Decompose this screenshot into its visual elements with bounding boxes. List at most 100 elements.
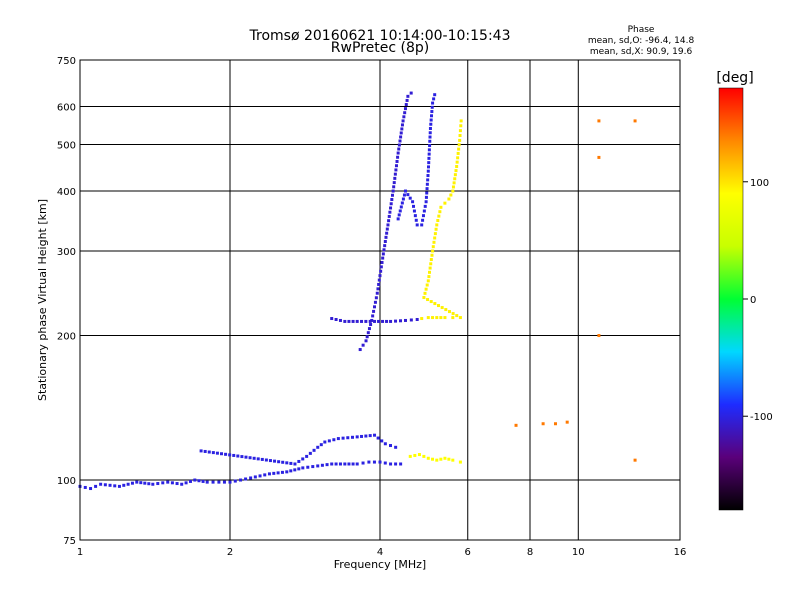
data-point xyxy=(205,480,209,484)
data-point xyxy=(431,316,435,320)
x-tick-label: 6 xyxy=(465,547,471,558)
data-point xyxy=(597,119,601,123)
data-point xyxy=(224,452,228,456)
data-point xyxy=(388,444,392,448)
data-point xyxy=(449,193,453,197)
data-point xyxy=(394,445,398,449)
data-point xyxy=(409,91,413,95)
data-point xyxy=(397,213,401,217)
y-tick-label: 200 xyxy=(57,332,76,343)
data-point xyxy=(428,270,432,274)
data-point xyxy=(458,138,462,142)
data-point xyxy=(355,462,359,466)
data-point xyxy=(385,227,389,231)
data-point xyxy=(406,94,410,98)
data-point xyxy=(330,462,334,466)
data-point xyxy=(457,143,461,147)
data-point xyxy=(430,110,434,114)
data-point xyxy=(346,436,350,440)
data-point xyxy=(447,457,451,461)
data-point xyxy=(454,169,458,173)
y-axis-label: Stationary phase Virtual Height [km] xyxy=(36,199,49,401)
data-point xyxy=(433,232,437,236)
data-point xyxy=(426,279,430,283)
data-point xyxy=(430,114,434,118)
data-point xyxy=(405,98,409,102)
data-point xyxy=(459,119,463,123)
data-point xyxy=(423,204,427,208)
data-point xyxy=(427,275,431,279)
data-point xyxy=(343,319,347,323)
data-point xyxy=(285,461,289,465)
data-point xyxy=(381,252,385,256)
data-point xyxy=(233,479,237,483)
data-point xyxy=(437,214,441,218)
data-point xyxy=(443,316,447,320)
data-point xyxy=(425,283,429,287)
data-point xyxy=(453,177,457,181)
data-point xyxy=(451,316,455,320)
data-point xyxy=(424,195,428,199)
data-point xyxy=(350,435,354,439)
data-point xyxy=(161,481,165,485)
colorbar xyxy=(718,87,744,511)
data-point xyxy=(389,319,393,323)
data-point xyxy=(379,269,383,273)
data-point xyxy=(372,460,376,464)
data-point xyxy=(433,302,437,306)
stats-o-mode: mean, sd,O: -96.4, 14.8 xyxy=(588,36,695,46)
data-point xyxy=(240,455,244,459)
data-point xyxy=(455,314,459,318)
data-point xyxy=(215,451,219,455)
colorbar-label: [deg] xyxy=(716,70,753,86)
stats-x-mode: mean, sd,X: 90.9, 19.6 xyxy=(590,47,693,57)
data-point xyxy=(426,298,430,302)
data-point xyxy=(360,434,364,438)
data-point xyxy=(393,176,397,180)
data-point xyxy=(332,438,336,442)
data-point xyxy=(388,210,392,214)
data-point xyxy=(452,181,456,185)
data-point xyxy=(256,457,260,461)
data-point xyxy=(151,482,155,486)
data-point xyxy=(103,483,107,487)
data-point xyxy=(553,422,557,426)
data-point xyxy=(432,240,436,244)
data-point xyxy=(514,423,518,427)
data-point xyxy=(389,462,393,466)
data-point xyxy=(364,319,368,323)
data-point xyxy=(409,318,413,322)
data-point xyxy=(211,451,215,455)
data-point xyxy=(316,464,320,468)
data-point xyxy=(393,172,397,176)
data-point xyxy=(368,319,372,323)
x-tick-label: 8 xyxy=(527,547,533,558)
data-point xyxy=(383,239,387,243)
data-point xyxy=(232,453,236,457)
data-point xyxy=(377,319,381,323)
data-point xyxy=(364,339,368,343)
data-point xyxy=(293,462,297,466)
data-point xyxy=(312,448,316,452)
data-point xyxy=(439,316,443,320)
data-point xyxy=(402,193,406,197)
data-point xyxy=(281,460,285,464)
data-point xyxy=(385,231,389,235)
data-point xyxy=(431,457,435,461)
data-point xyxy=(341,436,345,440)
data-point xyxy=(99,482,103,486)
data-point xyxy=(113,484,117,488)
data-point xyxy=(389,202,393,206)
data-point xyxy=(427,165,431,169)
data-point xyxy=(378,274,382,278)
colorbar-tick-label: -100 xyxy=(750,412,773,423)
data-point xyxy=(347,462,351,466)
data-point xyxy=(201,479,205,483)
data-point xyxy=(203,449,207,453)
data-point xyxy=(156,482,160,486)
data-point xyxy=(404,103,408,107)
data-point xyxy=(392,185,396,189)
data-point xyxy=(395,159,399,163)
data-point xyxy=(431,101,435,105)
